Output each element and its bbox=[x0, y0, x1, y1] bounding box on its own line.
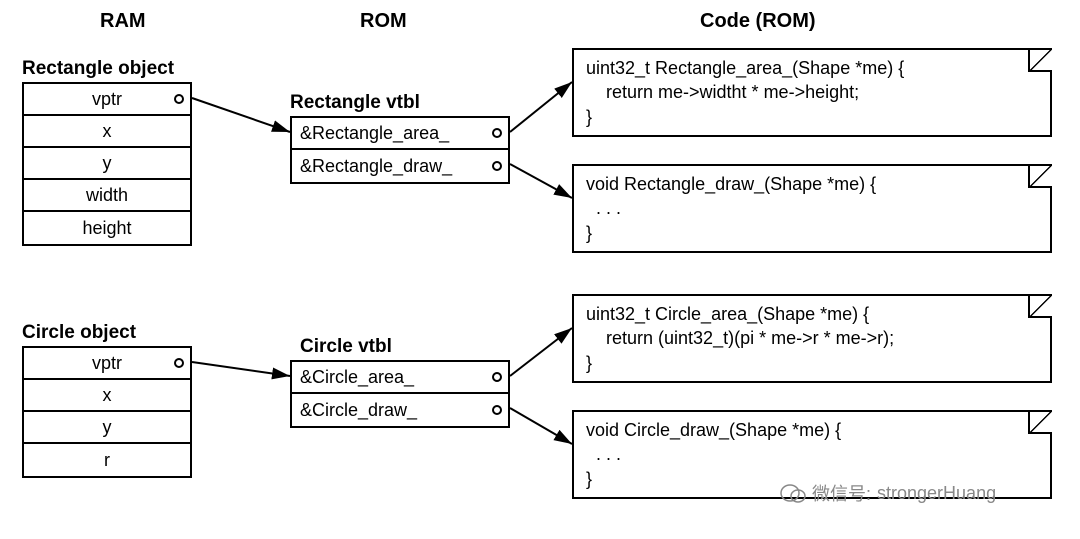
circ-object-label: Circle object bbox=[22, 322, 136, 344]
rect-field-x: x bbox=[24, 116, 190, 148]
cell-text: x bbox=[103, 385, 112, 406]
cell-text: vptr bbox=[92, 89, 122, 110]
cell-text: y bbox=[103, 417, 112, 438]
cell-text: height bbox=[82, 218, 131, 239]
watermark-label: 微信号: bbox=[812, 480, 871, 506]
cell-text: x bbox=[103, 121, 112, 142]
code-line: } bbox=[586, 221, 1040, 245]
cell-text: vptr bbox=[92, 353, 122, 374]
cell-text: &Rectangle_draw_ bbox=[300, 156, 452, 177]
cell-text: r bbox=[104, 450, 110, 471]
rect-field-vptr: vptr bbox=[24, 84, 190, 116]
rect-field-y: y bbox=[24, 148, 190, 180]
circ-vtbl-area: &Circle_area_ bbox=[292, 362, 508, 394]
circ-field-r: r bbox=[24, 444, 190, 476]
watermark-value: strongerHuang bbox=[877, 483, 996, 504]
code-line: uint32_t Rectangle_area_(Shape *me) { bbox=[586, 56, 1040, 80]
cell-text: y bbox=[103, 153, 112, 174]
cell-text: &Rectangle_area_ bbox=[300, 123, 449, 144]
rect-vtbl-table: &Rectangle_area_ &Rectangle_draw_ bbox=[290, 116, 510, 184]
wechat-icon bbox=[780, 482, 806, 504]
code-line: void Rectangle_draw_(Shape *me) { bbox=[586, 172, 1040, 196]
circ-vtbl-label: Circle vtbl bbox=[300, 336, 392, 358]
diagram-canvas: RAM ROM Code (ROM) Rectangle object vptr… bbox=[0, 0, 1080, 539]
rect-vtbl-label: Rectangle vtbl bbox=[290, 92, 420, 114]
header-code: Code (ROM) bbox=[700, 10, 816, 33]
code-line: return me->widtht * me->height; bbox=[586, 80, 1040, 104]
code-line: . . . bbox=[586, 442, 1040, 466]
code-line: . . . bbox=[586, 196, 1040, 220]
circ-field-x: x bbox=[24, 380, 190, 412]
rect-vtbl-draw: &Rectangle_draw_ bbox=[292, 150, 508, 182]
vptr-port-icon bbox=[174, 358, 184, 368]
vtbl-port-icon bbox=[492, 372, 502, 382]
circ-field-vptr: vptr bbox=[24, 348, 190, 380]
code-line: void Circle_draw_(Shape *me) { bbox=[586, 418, 1040, 442]
rect-area-code: uint32_t Rectangle_area_(Shape *me) { re… bbox=[572, 48, 1052, 137]
circ-vtbl-draw: &Circle_draw_ bbox=[292, 394, 508, 426]
rect-field-width: width bbox=[24, 180, 190, 212]
rect-object-label: Rectangle object bbox=[22, 58, 174, 80]
rect-draw-code: void Rectangle_draw_(Shape *me) { . . . … bbox=[572, 164, 1052, 253]
rect-field-height: height bbox=[24, 212, 190, 244]
vtbl-port-icon bbox=[492, 128, 502, 138]
vtbl-port-icon bbox=[492, 405, 502, 415]
circ-vtbl-table: &Circle_area_ &Circle_draw_ bbox=[290, 360, 510, 428]
circ-field-y: y bbox=[24, 412, 190, 444]
header-ram: RAM bbox=[100, 10, 146, 33]
code-line: uint32_t Circle_area_(Shape *me) { bbox=[586, 302, 1040, 326]
header-rom: ROM bbox=[360, 10, 407, 33]
cell-text: &Circle_draw_ bbox=[300, 400, 417, 421]
cell-text: width bbox=[86, 185, 128, 206]
rect-vtbl-area: &Rectangle_area_ bbox=[292, 118, 508, 150]
code-line: } bbox=[586, 105, 1040, 129]
vptr-port-icon bbox=[174, 94, 184, 104]
watermark: 微信号: strongerHuang bbox=[780, 480, 996, 506]
vtbl-port-icon bbox=[492, 161, 502, 171]
circ-area-code: uint32_t Circle_area_(Shape *me) { retur… bbox=[572, 294, 1052, 383]
circ-object-table: vptr x y r bbox=[22, 346, 192, 478]
cell-text: &Circle_area_ bbox=[300, 367, 414, 388]
code-line: } bbox=[586, 351, 1040, 375]
rect-object-table: vptr x y width height bbox=[22, 82, 192, 246]
code-line: return (uint32_t)(pi * me->r * me->r); bbox=[586, 326, 1040, 350]
